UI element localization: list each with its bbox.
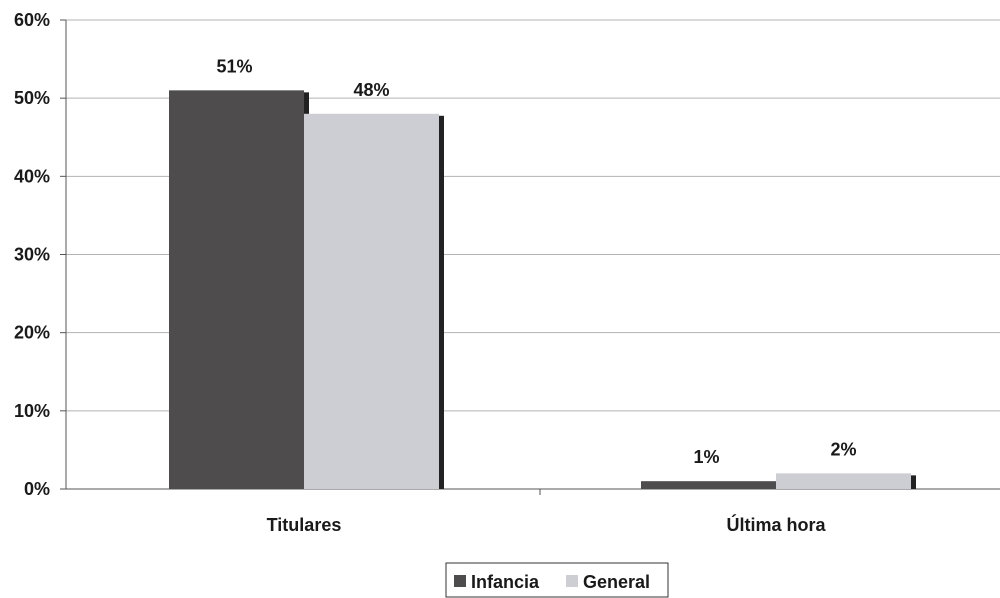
y-tick-label: 20% [14,323,50,343]
data-label: 48% [353,80,389,100]
y-tick-label: 40% [14,166,50,186]
x-category-label: Última hora [726,514,826,535]
bar-infancia-1 [169,90,304,489]
legend-swatch [566,575,578,587]
legend-label: General [583,572,650,592]
bars [169,90,916,490]
legend-label: Infancia [471,572,540,592]
y-tick-label: 50% [14,88,50,108]
bar-infancia-2 [641,481,776,489]
legend-swatch [454,575,466,587]
y-tick-label: 60% [14,10,50,30]
data-label: 2% [830,439,856,459]
legend-box [445,562,669,598]
x-category-label: Titulares [267,515,342,535]
y-tick-label: 30% [14,245,50,265]
data-label: 1% [693,447,719,467]
bar-shadow [911,475,916,489]
bar-general-2 [776,473,911,489]
data-label: 51% [216,56,252,76]
y-tick-label: 10% [14,401,50,421]
bar-general-1 [304,113,439,490]
bar-shadow [439,115,444,490]
legend: Infancia General [445,562,669,598]
labels: 0% 10% 20% 30% 40% 50% 60% 51% 48% Titulares 1% 2% Ú… [14,10,857,535]
y-tick-label: 0% [24,479,50,499]
